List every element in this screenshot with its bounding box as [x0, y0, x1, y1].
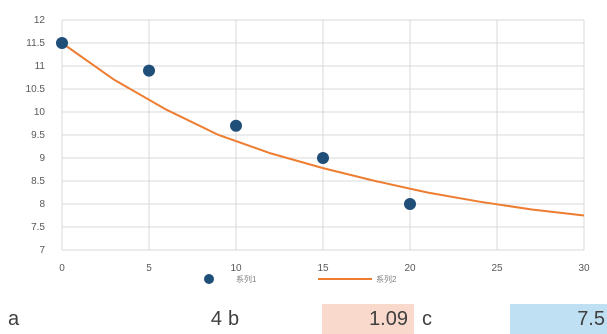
legend-marker-series-1	[204, 274, 214, 284]
y-tick-label: 8.5	[31, 176, 45, 187]
x-tick-label: 15	[317, 263, 329, 274]
legend-label-series-2: 系列2	[376, 274, 397, 284]
y-tick-labels: 7 7.5 8 8.5 9 9.5 10 10.5 11 11.5 12	[26, 15, 46, 256]
y-tick-label: 9	[39, 153, 45, 164]
y-tick-label: 9.5	[31, 130, 45, 141]
x-tick-label: 0	[59, 263, 65, 274]
data-point	[404, 198, 416, 210]
y-tick-label: 11	[35, 61, 46, 72]
y-tick-label: 12	[34, 15, 46, 26]
data-point	[317, 152, 329, 164]
y-tick-label: 10	[34, 107, 46, 118]
y-tick-label: 11.5	[26, 38, 45, 49]
fitted-curve-line	[61, 42, 585, 217]
param-a-label: a	[8, 308, 20, 330]
param-b-value: 1.09	[322, 304, 414, 334]
chart-gridlines	[61, 19, 585, 251]
legend-label-series-1: 系列1	[236, 274, 257, 284]
y-tick-label: 8	[39, 199, 45, 210]
x-tick-label: 10	[230, 263, 242, 274]
y-tick-label: 7	[39, 245, 45, 256]
parameter-row: a 4 b 1.09 c 7.5	[0, 304, 607, 334]
y-tick-label: 10.5	[26, 84, 46, 95]
fitted-curve	[61, 42, 585, 217]
x-tick-label: 20	[404, 263, 416, 274]
x-tick-labels: 0 5 10 15 20 25 30	[59, 263, 590, 274]
param-b-label: b	[228, 308, 240, 330]
chart-legend: 系列1 系列2	[204, 274, 397, 284]
param-a-value: 4	[210, 308, 222, 330]
param-c-label: c	[422, 308, 432, 330]
data-points	[56, 37, 416, 210]
param-c-value: 7.5	[510, 304, 607, 334]
x-tick-label: 5	[146, 263, 152, 274]
x-tick-label: 25	[491, 263, 503, 274]
data-point	[143, 64, 155, 77]
y-tick-label: 7.5	[31, 222, 45, 233]
x-tick-label: 30	[578, 263, 590, 274]
data-point	[230, 119, 242, 132]
data-point	[56, 37, 68, 49]
